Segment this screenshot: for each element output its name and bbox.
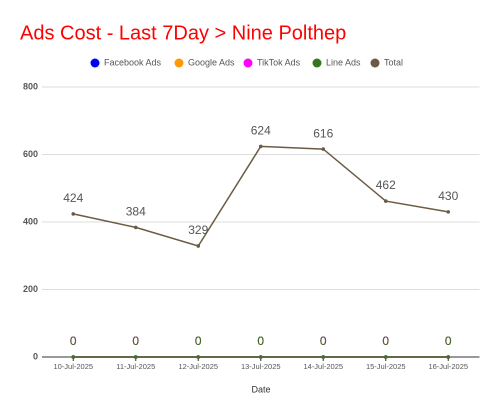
data-label: 424 xyxy=(63,191,83,205)
y-tick-label: 600 xyxy=(23,149,38,159)
data-point xyxy=(133,225,138,230)
y-tick-label: 800 xyxy=(23,81,38,91)
data-label: 0 xyxy=(195,334,202,348)
legend-label: Facebook Ads xyxy=(104,57,162,67)
data-label: 0 xyxy=(320,334,327,348)
data-label: 0 xyxy=(445,334,452,348)
data-label: 430 xyxy=(438,189,458,203)
data-label: 0 xyxy=(70,334,77,348)
x-tick-label: 11-Jul-2025 xyxy=(116,362,155,371)
data-point xyxy=(196,355,201,359)
data-label: 329 xyxy=(188,223,208,237)
legend-marker xyxy=(90,58,100,68)
legend-marker xyxy=(243,58,253,68)
data-label: 0 xyxy=(445,334,452,348)
data-label: 0 xyxy=(257,334,264,348)
x-axis-label: Date xyxy=(251,384,270,394)
legend-label: Total xyxy=(384,57,403,67)
data-point xyxy=(133,355,138,359)
y-tick-label: 200 xyxy=(23,284,38,294)
data-point xyxy=(258,355,263,359)
data-label: 0 xyxy=(382,334,389,348)
legend-label: Google Ads xyxy=(188,57,235,67)
x-tick-label: 14-Jul-2025 xyxy=(303,362,343,371)
legend-label: TikTok Ads xyxy=(257,57,301,67)
chart-title: Ads Cost - Last 7Day > Nine Polthep xyxy=(20,22,346,44)
data-point xyxy=(71,355,76,359)
data-label: 0 xyxy=(445,334,452,348)
legend-marker xyxy=(174,58,184,68)
data-point xyxy=(258,144,263,149)
data-label: 0 xyxy=(70,334,77,348)
data-label: 0 xyxy=(195,334,202,348)
data-label: 0 xyxy=(257,334,264,348)
legend-marker xyxy=(370,58,380,68)
data-point xyxy=(71,212,76,216)
data-label: 624 xyxy=(251,124,271,138)
data-label: 0 xyxy=(382,334,389,348)
x-tick-label: 15-Jul-2025 xyxy=(366,362,406,371)
data-label: 0 xyxy=(445,334,452,348)
data-label: 0 xyxy=(320,334,327,348)
data-label: 616 xyxy=(313,126,333,140)
x-tick-label: 12-Jul-2025 xyxy=(178,362,218,371)
legend-label: Line Ads xyxy=(326,57,361,67)
series-line xyxy=(73,145,449,247)
data-label: 0 xyxy=(132,334,139,348)
x-tick-label: 10-Jul-2025 xyxy=(53,362,93,371)
data-label: 0 xyxy=(257,334,264,348)
data-label: 0 xyxy=(132,334,139,348)
x-tick-label: 16-Jul-2025 xyxy=(428,362,468,371)
data-label: 0 xyxy=(70,334,77,348)
data-point xyxy=(196,244,201,248)
data-label: 0 xyxy=(132,334,139,348)
y-tick-label: 0 xyxy=(33,351,38,361)
data-label: 0 xyxy=(257,334,264,348)
data-point xyxy=(383,199,388,203)
data-point xyxy=(446,210,451,214)
data-point xyxy=(321,355,326,359)
data-label: 384 xyxy=(126,205,146,219)
data-label: 0 xyxy=(195,334,202,348)
data-label: 0 xyxy=(195,334,202,348)
data-label: 0 xyxy=(70,334,77,348)
legend-marker xyxy=(312,58,322,68)
data-label: 0 xyxy=(320,334,327,348)
data-label: 462 xyxy=(376,178,396,192)
data-label: 0 xyxy=(132,334,139,348)
y-tick-label: 400 xyxy=(23,216,38,226)
data-label: 0 xyxy=(320,334,327,348)
data-label: 0 xyxy=(382,334,389,348)
data-point xyxy=(321,147,326,151)
x-tick-label: 13-Jul-2025 xyxy=(241,362,281,371)
data-point xyxy=(446,355,451,359)
data-label: 0 xyxy=(382,334,389,348)
data-point xyxy=(383,355,388,359)
